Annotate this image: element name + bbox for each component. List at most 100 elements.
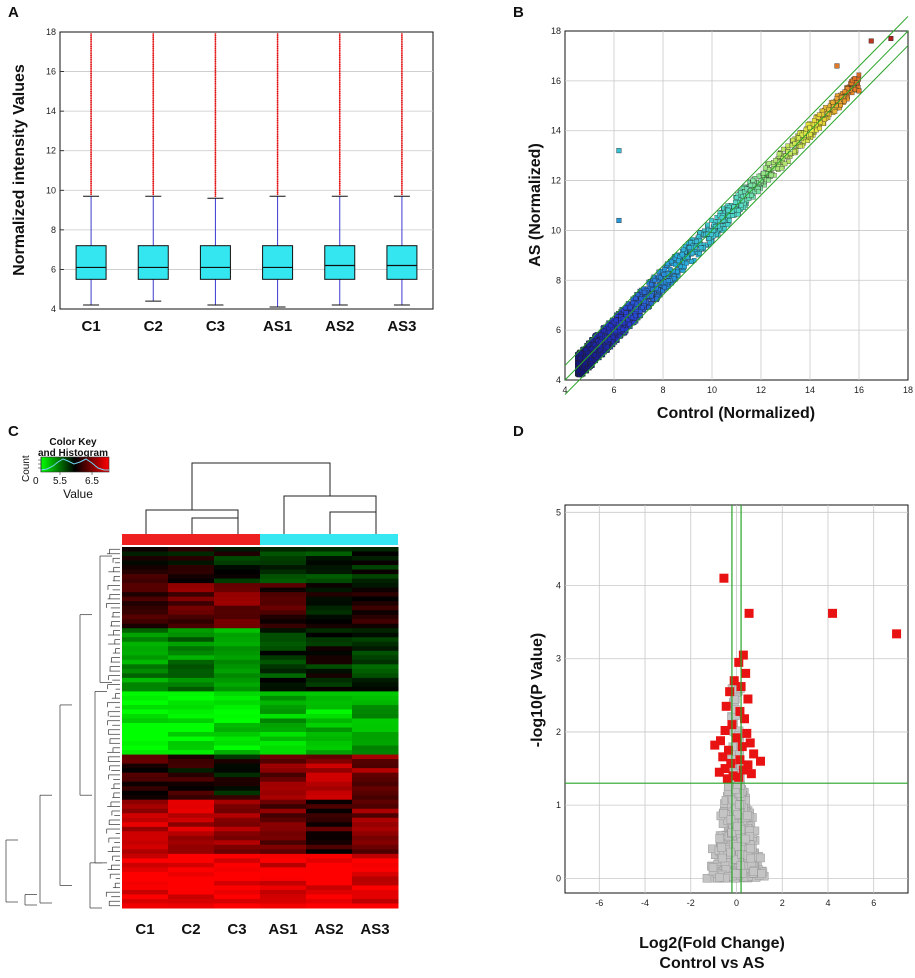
heatmap-cell: [352, 876, 399, 882]
outlier-point: [338, 139, 341, 142]
heatmap-cell: [122, 862, 169, 868]
heatmap-cell: [352, 664, 399, 670]
heatmap-cell: [352, 750, 399, 756]
outlier-point: [338, 87, 341, 89]
outlier-point: [90, 88, 92, 91]
heatmap-cell: [214, 727, 261, 733]
heatmap-cell: [306, 862, 353, 868]
heatmap-cell: [352, 835, 399, 841]
outlier-point: [90, 130, 92, 133]
outlier-point: [276, 166, 279, 169]
significant-point: [725, 687, 735, 697]
heatmap-cell: [122, 592, 169, 598]
scatter-point: [592, 352, 597, 358]
heatmap-cell: [122, 745, 169, 751]
heatmap-cell: [168, 804, 215, 810]
heatmap-cell: [168, 898, 215, 904]
heatmap-cell: [122, 556, 169, 562]
outlier-point: [401, 72, 403, 75]
nonsig-point: [735, 800, 744, 809]
heatmap-cell: [168, 754, 215, 760]
heatmap-cell: [168, 691, 215, 697]
outlier-point: [214, 58, 217, 61]
box-AS1: [262, 245, 294, 280]
outlier-point: [152, 155, 155, 158]
box-C3: [199, 245, 231, 280]
scatter-point: [667, 266, 673, 272]
outlier-point: [90, 182, 92, 185]
outlier-point: [338, 99, 341, 102]
heatmap-cell: [122, 741, 169, 747]
category-label: AS1: [263, 318, 292, 335]
x-tick-label: -4: [641, 898, 649, 908]
outlier-point: [214, 98, 217, 101]
outlier-point: [276, 85, 279, 88]
heatmap-cell: [122, 619, 169, 625]
outlier-point: [152, 124, 155, 127]
outlier-point: [276, 90, 279, 93]
heatmap-cell: [260, 804, 307, 810]
outlier-point: [338, 128, 341, 131]
heatmap-cell: [214, 587, 261, 593]
outlier-point: [401, 56, 403, 59]
outlier-point: [401, 124, 403, 127]
heatmap-cell: [306, 835, 353, 841]
scatter-point: [687, 245, 692, 250]
heatmap-cell: [168, 799, 215, 805]
heatmap-cell: [122, 596, 169, 602]
heatmap-cell: [214, 619, 261, 625]
column-label: C2: [181, 921, 200, 938]
outlier-point: [338, 184, 341, 187]
outlier-point: [401, 43, 403, 46]
heatmap-cell: [122, 691, 169, 697]
heatmap-cell: [168, 713, 215, 719]
outlier-point: [276, 67, 279, 70]
outlier-point: [214, 84, 217, 86]
scatter-point: [638, 296, 644, 302]
outlier-point: [90, 151, 92, 154]
heatmap-cell: [306, 777, 353, 783]
outlier-point: [338, 94, 341, 97]
outlier-point: [90, 49, 92, 52]
outlier-point: [338, 34, 341, 37]
outlier-point: [401, 61, 403, 64]
heatmap-cell: [122, 849, 169, 855]
heatmap-cell: [122, 808, 169, 814]
heatmap-cell: [306, 704, 353, 710]
heatmap-cell: [168, 664, 215, 670]
volcano-threshold-lines: [565, 505, 908, 893]
outlier-point: [214, 42, 217, 44]
outlier-point: [90, 141, 92, 143]
outlier-point: [152, 189, 155, 192]
heatmap-cell: [306, 822, 353, 828]
outlier-point: [276, 153, 279, 156]
scatter-point: [834, 63, 840, 69]
heatmap-cell: [168, 605, 215, 611]
outlier-point: [152, 60, 155, 62]
outlier-point: [152, 177, 155, 179]
outlier-point: [90, 121, 92, 124]
scatter-point: [780, 146, 786, 152]
outlier-point: [152, 106, 155, 109]
heatmap-cell: [168, 560, 215, 566]
heatmap-cell: [352, 560, 399, 566]
outlier-point: [338, 162, 341, 165]
outlier-point: [276, 128, 279, 131]
heatmap-cell: [352, 768, 399, 774]
outlier-point: [276, 56, 279, 59]
outlier-point: [338, 144, 341, 147]
outlier-point: [152, 85, 155, 88]
heatmap-cell: [122, 763, 169, 769]
heatmap-cell: [168, 858, 215, 864]
heatmap-cell: [260, 835, 307, 841]
outlier-point: [401, 70, 403, 73]
outlier-point: [276, 155, 279, 158]
outlier-point: [90, 180, 92, 183]
boxplot-y-label: Normalized intensity Values: [11, 64, 28, 276]
heatmap-cell: [306, 664, 353, 670]
heatmap-cell: [214, 574, 261, 580]
heatmap-cell: [168, 547, 215, 553]
heatmap-cell: [214, 745, 261, 751]
heatmap-cell: [168, 592, 215, 598]
heatmap-cell: [352, 547, 399, 553]
